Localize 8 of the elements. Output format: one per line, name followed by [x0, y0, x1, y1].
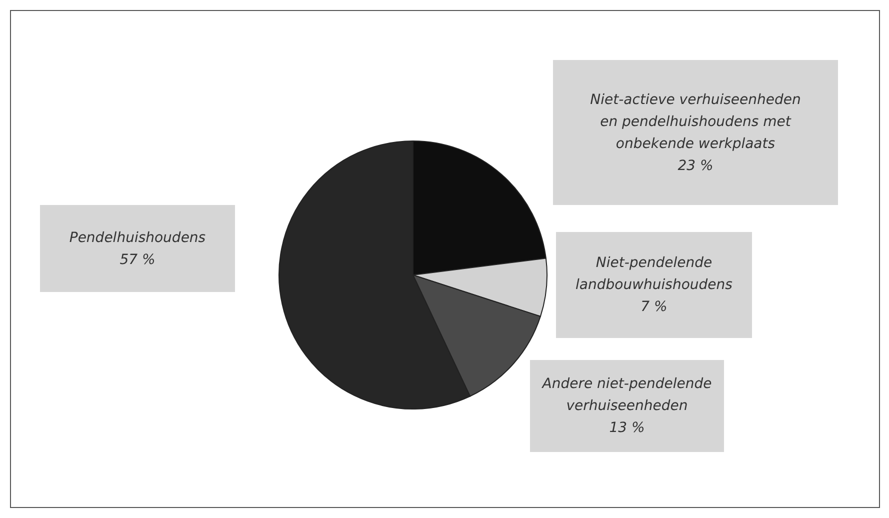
slice-label: Niet-pendelende landbouwhuishoudens: [574, 254, 734, 295]
slice-label: Niet-actieve verhuiseenheden en pendelhuishoudens met onbekende werkplaats: [589, 90, 802, 154]
data-label: 13 %: [609, 419, 645, 438]
slice-label: Pendelhuishoudens: [69, 228, 206, 248]
data-label: 7 %: [640, 298, 668, 317]
data-label: 57 %: [120, 250, 156, 270]
data-label: 23 %: [678, 156, 714, 176]
slice-label: Andere niet-pendelende verhuiseenheden: [540, 375, 713, 416]
